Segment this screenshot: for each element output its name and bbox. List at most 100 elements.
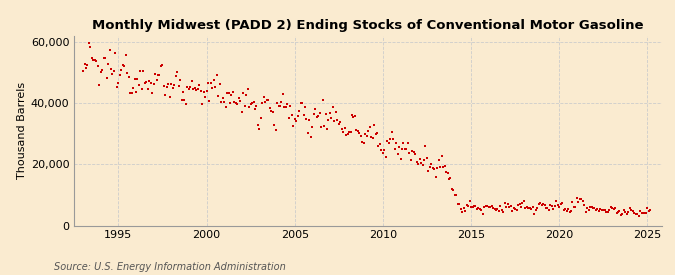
Point [257,101,268,105]
Point [120,53,131,58]
Point [220,104,231,109]
Point [194,83,205,87]
Point [276,100,287,104]
Point [458,206,469,210]
Point [420,144,431,148]
Point [566,209,576,213]
Point [383,141,394,145]
Point [130,90,141,94]
Point [110,51,121,55]
Point [375,141,385,146]
Point [84,41,95,45]
Point [379,147,389,152]
Point [460,208,470,213]
Point [250,107,261,112]
Point [507,209,518,213]
Point [144,78,155,83]
Point [246,100,257,105]
Point [382,139,393,143]
Point [616,213,626,218]
Point [116,68,127,72]
Point [88,57,99,62]
Point [517,201,528,205]
Point [217,96,228,100]
Point [362,129,373,133]
Point [418,157,429,162]
Point [210,84,221,89]
Point [155,64,166,68]
Point [315,110,325,115]
Point [527,205,538,209]
Point [426,162,437,166]
Point [180,102,191,107]
Point [502,202,513,207]
Point [643,209,654,214]
Point [411,159,422,164]
Point [397,147,408,152]
Point [344,130,354,134]
Point [265,106,275,111]
Point [529,212,539,216]
Point [617,212,628,217]
Point [277,92,288,96]
Point [558,208,569,212]
Point [391,141,402,145]
Point [244,105,254,109]
Point [568,205,579,210]
Point [439,164,450,168]
Point [100,56,111,60]
Point [313,113,323,118]
Point [192,87,203,92]
Point [310,107,321,111]
Point [623,210,634,214]
Point [497,207,508,212]
Point [354,131,364,136]
Point [138,69,148,74]
Point [254,127,265,131]
Point [425,165,435,170]
Point [437,165,448,169]
Point [232,102,243,106]
Point [219,100,230,105]
Point [561,209,572,213]
Point [256,116,267,120]
Point [377,151,388,155]
Point [167,86,178,91]
Point [482,204,493,208]
Point [457,210,468,214]
Point [198,90,209,94]
Point [572,196,583,200]
Point [533,202,544,206]
Point [511,208,522,212]
Point [107,72,118,77]
Point [400,147,410,151]
Point [170,74,181,78]
Point [248,100,259,104]
Point [556,202,566,207]
Point [302,131,313,135]
Point [538,202,549,206]
Point [479,205,489,209]
Point [114,73,125,77]
Point [78,69,88,74]
Point [86,56,97,60]
Point [387,137,398,142]
Point [577,199,588,204]
Point [531,208,541,213]
Point [535,201,545,205]
Point [436,153,447,158]
Point [389,147,400,151]
Point [603,208,614,213]
Point [401,146,412,151]
Point [229,100,240,105]
Point [153,73,163,78]
Point [523,206,534,210]
Point [311,114,322,119]
Point [173,83,184,88]
Point [319,124,329,128]
Point [595,207,605,211]
Point [483,205,494,210]
Point [186,79,197,84]
Point [236,110,247,114]
Point [245,102,256,106]
